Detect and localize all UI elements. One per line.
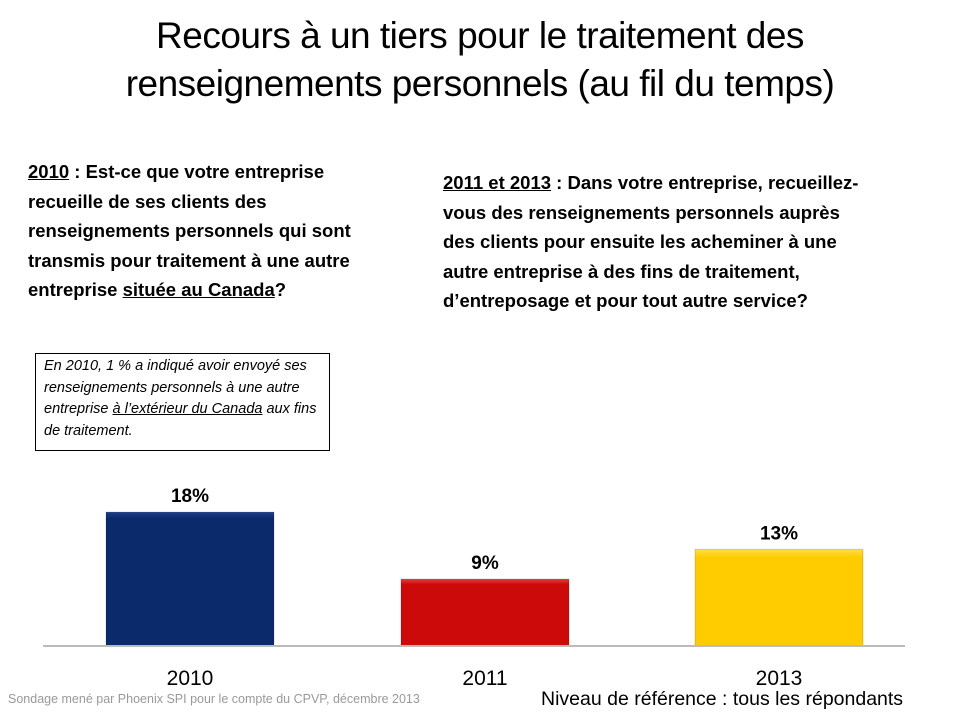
- x-tick-label-2013: 2013: [756, 667, 803, 690]
- question-2011-2013-years: 2011 et 2013: [443, 172, 552, 193]
- bar-2010: [105, 511, 275, 647]
- question-2010-year: 2010: [28, 161, 70, 182]
- question-2010-underlined: située au Canada: [122, 279, 275, 300]
- data-label-2010: 18%: [171, 486, 209, 507]
- note-underlined: à l’extérieur du Canada: [112, 401, 263, 417]
- bar-2011: [400, 578, 570, 647]
- question-2011-2013: 2011 et 2013 : Dans votre entreprise, re…: [443, 168, 863, 316]
- question-2011-2013-text: : Dans votre entreprise, recueillez-vous…: [443, 172, 859, 311]
- title-line-2: renseignements personnels (au fil du tem…: [125, 63, 835, 104]
- note-box: En 2010, 1 % a indiqué avoir envoyé ses …: [35, 353, 330, 451]
- question-2010: 2010 : Est-ce que votre entreprise recue…: [28, 157, 368, 305]
- data-label-2011: 9%: [471, 553, 499, 574]
- question-2010-end: ?: [274, 279, 287, 300]
- title-line-1: Recours à un tiers pour le traitement de…: [156, 15, 804, 56]
- base-note: Niveau de référence : tous les répondant…: [541, 688, 904, 710]
- data-label-2013: 13%: [760, 523, 798, 544]
- source-note: Sondage mené par Phoenix SPI pour le com…: [8, 692, 420, 706]
- note-text-end: aux fins de traitement.: [44, 401, 317, 439]
- bar-2013: [694, 548, 864, 647]
- slide-title: Recours à un tiers pour le traitement de…: [40, 12, 920, 108]
- x-tick-label-2010: 2010: [167, 667, 214, 690]
- question-2010-text: : Est-ce que votre entreprise recueille …: [28, 161, 351, 300]
- note-text: En 2010, 1 % a indiqué avoir envoyé ses …: [44, 358, 307, 417]
- x-tick-label-2011: 2011: [462, 667, 507, 690]
